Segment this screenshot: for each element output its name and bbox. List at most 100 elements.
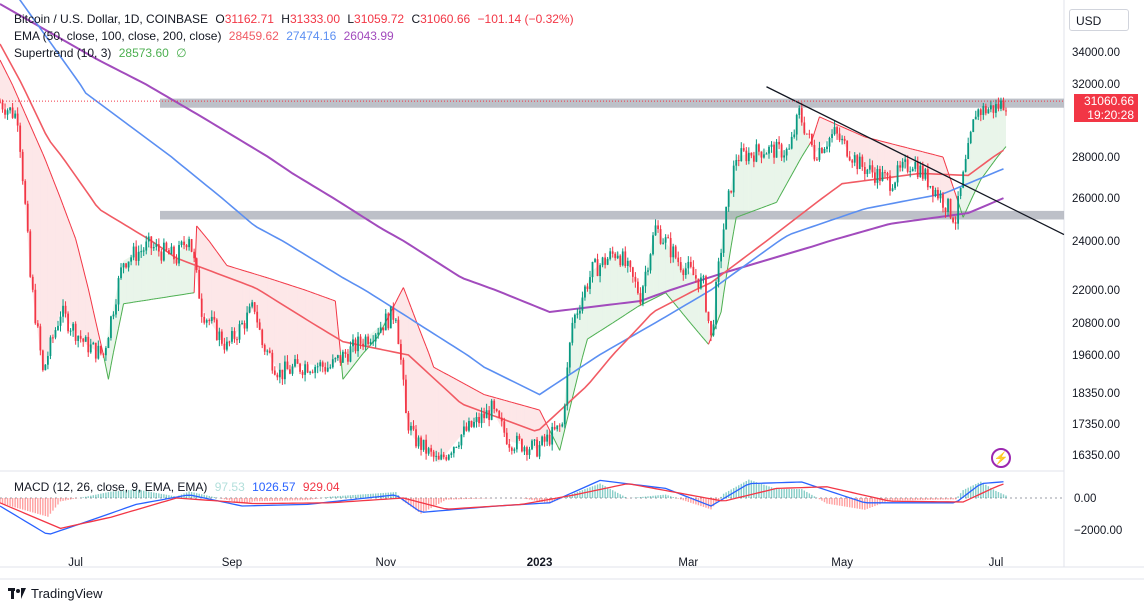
price-tick-label: 26000.00 <box>1072 193 1120 205</box>
supertrend-segment <box>894 144 898 146</box>
candle-body <box>218 331 221 340</box>
candle-body <box>147 236 150 242</box>
candle-body <box>210 316 213 321</box>
supertrend-segment <box>223 261 228 266</box>
tradingview-logo[interactable]: TradingView <box>8 586 103 601</box>
currency-selector[interactable]: USD <box>1069 9 1129 31</box>
supertrend-fill <box>418 327 422 446</box>
supertrend-fill <box>413 313 417 441</box>
candle-body <box>130 257 133 262</box>
supertrend-fill <box>186 234 190 294</box>
candle-body <box>89 344 92 353</box>
supertrend-fill <box>736 156 739 218</box>
supertrend-segment <box>905 146 908 149</box>
supertrend-segment <box>690 323 694 327</box>
candle-body <box>97 345 100 359</box>
candle-body <box>208 320 211 322</box>
supertrend-segment <box>397 291 402 298</box>
candle-body <box>906 159 909 172</box>
supertrend-segment <box>975 184 979 191</box>
supertrend-fill <box>166 253 169 298</box>
macd-hist-value: 97.53 <box>214 480 245 494</box>
supertrend-segment <box>967 200 972 207</box>
candle-body <box>168 250 170 255</box>
supertrend-fill <box>751 152 754 212</box>
candle-body <box>276 374 279 378</box>
candle-body <box>185 245 188 248</box>
supertrend-segment <box>882 140 886 143</box>
supertrend-segment <box>753 209 757 212</box>
candle-body <box>74 323 77 341</box>
candle-body <box>284 361 286 380</box>
candle-body <box>664 237 667 243</box>
supertrend-segment <box>619 315 624 319</box>
candle-body <box>301 371 304 375</box>
supertrend-segment <box>501 399 505 401</box>
supertrend-segment <box>692 326 697 330</box>
candle-body <box>513 449 516 451</box>
supertrend-segment <box>37 142 41 149</box>
supertrend-segment <box>52 178 56 186</box>
candle-body <box>679 262 682 271</box>
candle-body <box>871 165 874 173</box>
supertrend-fill <box>758 150 762 209</box>
candle-body <box>886 173 889 176</box>
supertrend-segment <box>728 245 732 262</box>
candle-body <box>112 314 115 317</box>
supertrend-fill <box>786 151 790 184</box>
candle-body <box>49 337 52 356</box>
supertrend-fill <box>554 430 558 446</box>
supertrend-fill <box>73 232 76 332</box>
candle-body <box>931 185 934 196</box>
candle-body <box>150 236 153 249</box>
candle-body <box>846 140 849 157</box>
supertrend-segment <box>342 375 346 380</box>
supertrend-segment <box>879 140 883 142</box>
supertrend-segment <box>22 107 26 115</box>
candle-body <box>34 289 37 324</box>
candle-body <box>974 116 977 120</box>
supertrend-fill <box>789 141 792 180</box>
candle-body <box>989 105 992 110</box>
supertrend-segment <box>297 287 301 289</box>
candle-body <box>157 244 160 252</box>
candle-body <box>299 363 301 372</box>
supertrend-segment <box>614 319 618 322</box>
supertrend-segment <box>466 384 470 387</box>
candle-body <box>853 155 856 163</box>
supertrend-segment <box>259 274 263 277</box>
candle-body <box>84 336 87 342</box>
supertrend-fill <box>234 267 238 337</box>
supertrend-segment <box>47 166 51 173</box>
supertrend-segment <box>506 400 510 403</box>
candle-body <box>447 454 450 460</box>
supertrend-fill <box>330 299 333 368</box>
supertrend-segment <box>576 367 581 378</box>
supertrend-fill <box>466 384 469 431</box>
supertrend-fill <box>131 254 134 303</box>
candle-body <box>490 400 493 420</box>
supertrend-segment <box>95 321 99 333</box>
supertrend-segment <box>632 307 636 311</box>
candle-body <box>624 251 627 266</box>
candle-body <box>765 153 768 155</box>
supertrend-fill <box>60 198 64 316</box>
supertrend-segment <box>7 74 11 81</box>
candle-body <box>485 410 488 419</box>
supertrend-segment <box>854 132 858 135</box>
supertrend-segment <box>44 159 49 167</box>
supertrend-fill <box>284 283 288 372</box>
flash-icon[interactable]: ⚡ <box>991 448 1011 468</box>
candle-body <box>523 447 526 452</box>
candle-body <box>314 366 317 373</box>
candle-body <box>24 181 27 204</box>
candle-body <box>183 241 185 246</box>
supertrend-segment <box>864 136 868 139</box>
candle-body <box>384 313 387 331</box>
supertrend-fill <box>474 389 477 425</box>
candle-body <box>508 444 511 448</box>
candle-body <box>606 258 609 265</box>
candle-body <box>856 155 859 170</box>
candle-body <box>566 367 569 406</box>
